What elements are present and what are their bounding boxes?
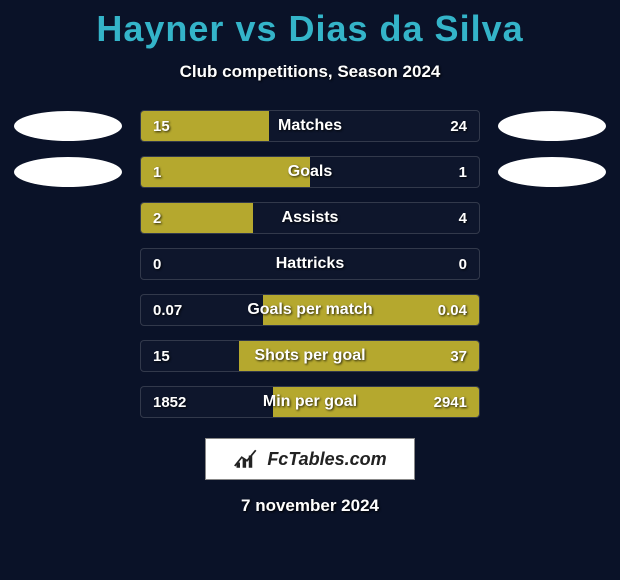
stat-bar: 1524Matches <box>140 110 480 142</box>
player2-marker <box>498 249 606 279</box>
vs-text: vs <box>235 8 277 49</box>
player1-marker <box>14 295 122 325</box>
stat-row: 00Hattricks <box>0 248 620 280</box>
player2-marker <box>498 111 606 141</box>
player1-marker <box>14 249 122 279</box>
stat-label: Shots per goal <box>141 341 479 371</box>
stat-row: 11Goals <box>0 156 620 188</box>
page-title: Hayner vs Dias da Silva <box>0 8 620 50</box>
date-text: 7 november 2024 <box>0 496 620 516</box>
player1-marker <box>14 157 122 187</box>
stat-row: 1537Shots per goal <box>0 340 620 372</box>
player1-name: Hayner <box>96 8 224 49</box>
comparison-infographic: Hayner vs Dias da Silva Club competition… <box>0 0 620 516</box>
stat-row: 0.070.04Goals per match <box>0 294 620 326</box>
stat-bar: 0.070.04Goals per match <box>140 294 480 326</box>
chart-icon <box>233 448 261 470</box>
stat-row: 18522941Min per goal <box>0 386 620 418</box>
player1-marker <box>14 203 122 233</box>
stat-label: Hattricks <box>141 249 479 279</box>
logo-text: FcTables.com <box>267 449 386 470</box>
player2-marker <box>498 341 606 371</box>
stat-label: Goals <box>141 157 479 187</box>
stat-bar: 1537Shots per goal <box>140 340 480 372</box>
player2-name: Dias da Silva <box>289 8 524 49</box>
player2-marker <box>498 157 606 187</box>
stats-list: 1524Matches 11Goals 24Assists 00Hattricks 0.… <box>0 110 620 418</box>
stat-label: Matches <box>141 111 479 141</box>
stat-label: Assists <box>141 203 479 233</box>
stat-bar: 11Goals <box>140 156 480 188</box>
logo-box: FcTables.com <box>205 438 415 480</box>
stat-bar: 24Assists <box>140 202 480 234</box>
stat-bar: 00Hattricks <box>140 248 480 280</box>
player2-marker <box>498 203 606 233</box>
stat-row: 24Assists <box>0 202 620 234</box>
stat-bar: 18522941Min per goal <box>140 386 480 418</box>
player2-marker <box>498 295 606 325</box>
player1-marker <box>14 341 122 371</box>
player2-marker <box>498 387 606 417</box>
player1-marker <box>14 387 122 417</box>
stat-label: Min per goal <box>141 387 479 417</box>
stat-row: 1524Matches <box>0 110 620 142</box>
subtitle: Club competitions, Season 2024 <box>0 62 620 82</box>
player1-marker <box>14 111 122 141</box>
stat-label: Goals per match <box>141 295 479 325</box>
